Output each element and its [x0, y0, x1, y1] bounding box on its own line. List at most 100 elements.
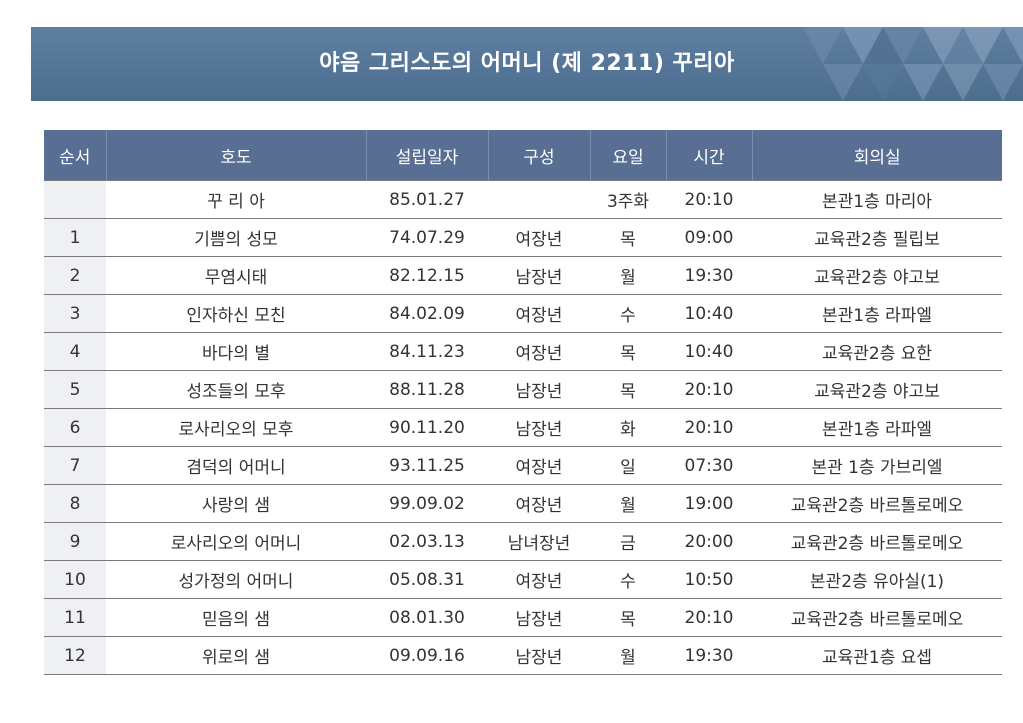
column-header-composition: 구성 [487, 130, 590, 181]
column-header-weekday: 요일 [589, 130, 666, 181]
cell-time: 09:00 [666, 218, 752, 257]
cell-time: 19:30 [666, 636, 752, 675]
cell-order: 6 [44, 408, 106, 447]
cell-time: 20:10 [666, 408, 752, 447]
cell-order: 9 [44, 522, 106, 561]
cell-weekday: 목 [590, 218, 666, 257]
cell-founded-date: 05.08.31 [366, 560, 488, 599]
cell-weekday: 금 [590, 522, 666, 561]
cell-founded-date: 85.01.27 [366, 180, 488, 219]
cell-weekday: 월 [590, 256, 666, 295]
cell-meeting-room: 교육관2층 바르톨로메오 [752, 598, 1002, 637]
cell-meeting-room: 교육관2층 필립보 [752, 218, 1002, 257]
cell-meeting-room: 교육관2층 요한 [752, 332, 1002, 371]
cell-order: 8 [44, 484, 106, 523]
cell-order [44, 180, 106, 219]
cell-meeting-room: 본관1층 마리아 [752, 180, 1002, 219]
cell-composition: 여장년 [488, 560, 590, 599]
table-row: 11 믿음의 샘 08.01.30 남장년 목 20:10 교육관2층 바르톨로메오 [44, 598, 1002, 637]
cell-title: 로사리오의 어머니 [106, 522, 366, 561]
cell-title: 기쁨의 성모 [106, 218, 366, 257]
cell-meeting-room: 본관1층 라파엘 [752, 294, 1002, 333]
cell-composition: 남녀장년 [488, 522, 590, 561]
cell-founded-date: 93.11.25 [366, 446, 488, 485]
column-header-time: 시간 [665, 130, 752, 181]
cell-order: 10 [44, 560, 106, 599]
cell-title: 꾸 리 아 [106, 180, 366, 219]
cell-title: 위로의 샘 [106, 636, 366, 675]
table-row: 2 무염시태 82.12.15 남장년 월 19:30 교육관2층 야고보 [44, 256, 1002, 295]
cell-order: 11 [44, 598, 106, 637]
cell-order: 7 [44, 446, 106, 485]
table-row: 8 사랑의 샘 99.09.02 여장년 월 19:00 교육관2층 바르톨로메오 [44, 484, 1002, 523]
cell-title: 성조들의 모후 [106, 370, 366, 409]
cell-title: 성가정의 어머니 [106, 560, 366, 599]
table-row: 3 인자하신 모친 84.02.09 여장년 수 10:40 본관1층 라파엘 [44, 294, 1002, 333]
column-header-meeting-room: 회의실 [751, 130, 1002, 181]
cell-time: 20:10 [666, 598, 752, 637]
page-title: 야음 그리스도의 어머니 (제 2211) 꾸리아 [319, 51, 735, 76]
cell-founded-date: 88.11.28 [366, 370, 488, 409]
cell-founded-date: 84.02.09 [366, 294, 488, 333]
cell-weekday: 수 [590, 560, 666, 599]
cell-composition: 여장년 [488, 294, 590, 333]
cell-weekday: 3주화 [590, 180, 666, 219]
cell-founded-date: 90.11.20 [366, 408, 488, 447]
cell-time: 07:30 [666, 446, 752, 485]
cell-composition: 남장년 [488, 636, 590, 675]
cell-weekday: 화 [590, 408, 666, 447]
cell-meeting-room: 본관2층 유아실(1) [752, 560, 1002, 599]
cell-title: 믿음의 샘 [106, 598, 366, 637]
cell-weekday: 일 [590, 446, 666, 485]
cell-meeting-room: 교육관2층 바르톨로메오 [752, 484, 1002, 523]
column-header-title: 호도 [105, 130, 366, 181]
table-row: 12 위로의 샘 09.09.16 남장년 월 19:30 교육관1층 요셉 [44, 636, 1002, 675]
table-row: 10 성가정의 어머니 05.08.31 여장년 수 10:50 본관2층 유아실(1) [44, 560, 1002, 599]
cell-title: 사랑의 샘 [106, 484, 366, 523]
cell-title: 무염시태 [106, 256, 366, 295]
cell-composition [488, 180, 590, 219]
cell-composition: 남장년 [488, 256, 590, 295]
cell-weekday: 월 [590, 484, 666, 523]
cell-founded-date: 84.11.23 [366, 332, 488, 371]
triangle-pattern-decoration [803, 27, 1023, 101]
cell-meeting-room: 교육관2층 야고보 [752, 370, 1002, 409]
table-row: 7 겸덕의 어머니 93.11.25 여장년 일 07:30 본관 1층 가브리엘 [44, 446, 1002, 485]
cell-meeting-room: 본관1층 라파엘 [752, 408, 1002, 447]
cell-weekday: 목 [590, 370, 666, 409]
cell-composition: 여장년 [488, 484, 590, 523]
cell-title: 겸덕의 어머니 [106, 446, 366, 485]
cell-time: 20:00 [666, 522, 752, 561]
cell-time: 19:00 [666, 484, 752, 523]
cell-order: 5 [44, 370, 106, 409]
cell-composition: 여장년 [488, 218, 590, 257]
cell-time: 20:10 [666, 180, 752, 219]
cell-meeting-room: 본관 1층 가브리엘 [752, 446, 1002, 485]
table-row: 1 기쁨의 성모 74.07.29 여장년 목 09:00 교육관2층 필립보 [44, 218, 1002, 257]
table-row: 9 로사리오의 어머니 02.03.13 남녀장년 금 20:00 교육관2층 바르톨로메오 [44, 522, 1002, 561]
cell-founded-date: 09.09.16 [366, 636, 488, 675]
table-row: 6 로사리오의 모후 90.11.20 남장년 화 20:10 본관1층 라파엘 [44, 408, 1002, 447]
cell-time: 10:40 [666, 332, 752, 371]
cell-founded-date: 74.07.29 [366, 218, 488, 257]
cell-order: 2 [44, 256, 106, 295]
cell-time: 10:40 [666, 294, 752, 333]
cell-composition: 여장년 [488, 446, 590, 485]
cell-title: 로사리오의 모후 [106, 408, 366, 447]
column-header-order: 순서 [44, 130, 106, 181]
cell-order: 1 [44, 218, 106, 257]
cell-founded-date: 02.03.13 [366, 522, 488, 561]
cell-time: 19:30 [666, 256, 752, 295]
cell-founded-date: 82.12.15 [366, 256, 488, 295]
cell-composition: 여장년 [488, 332, 590, 371]
cell-title: 바다의 별 [106, 332, 366, 371]
cell-weekday: 목 [590, 332, 666, 371]
cell-meeting-room: 교육관2층 야고보 [752, 256, 1002, 295]
cell-title: 인자하신 모친 [106, 294, 366, 333]
cell-order: 12 [44, 636, 106, 675]
cell-composition: 남장년 [488, 370, 590, 409]
cell-time: 10:50 [666, 560, 752, 599]
cell-founded-date: 99.09.02 [366, 484, 488, 523]
cell-weekday: 월 [590, 636, 666, 675]
cell-composition: 남장년 [488, 408, 590, 447]
